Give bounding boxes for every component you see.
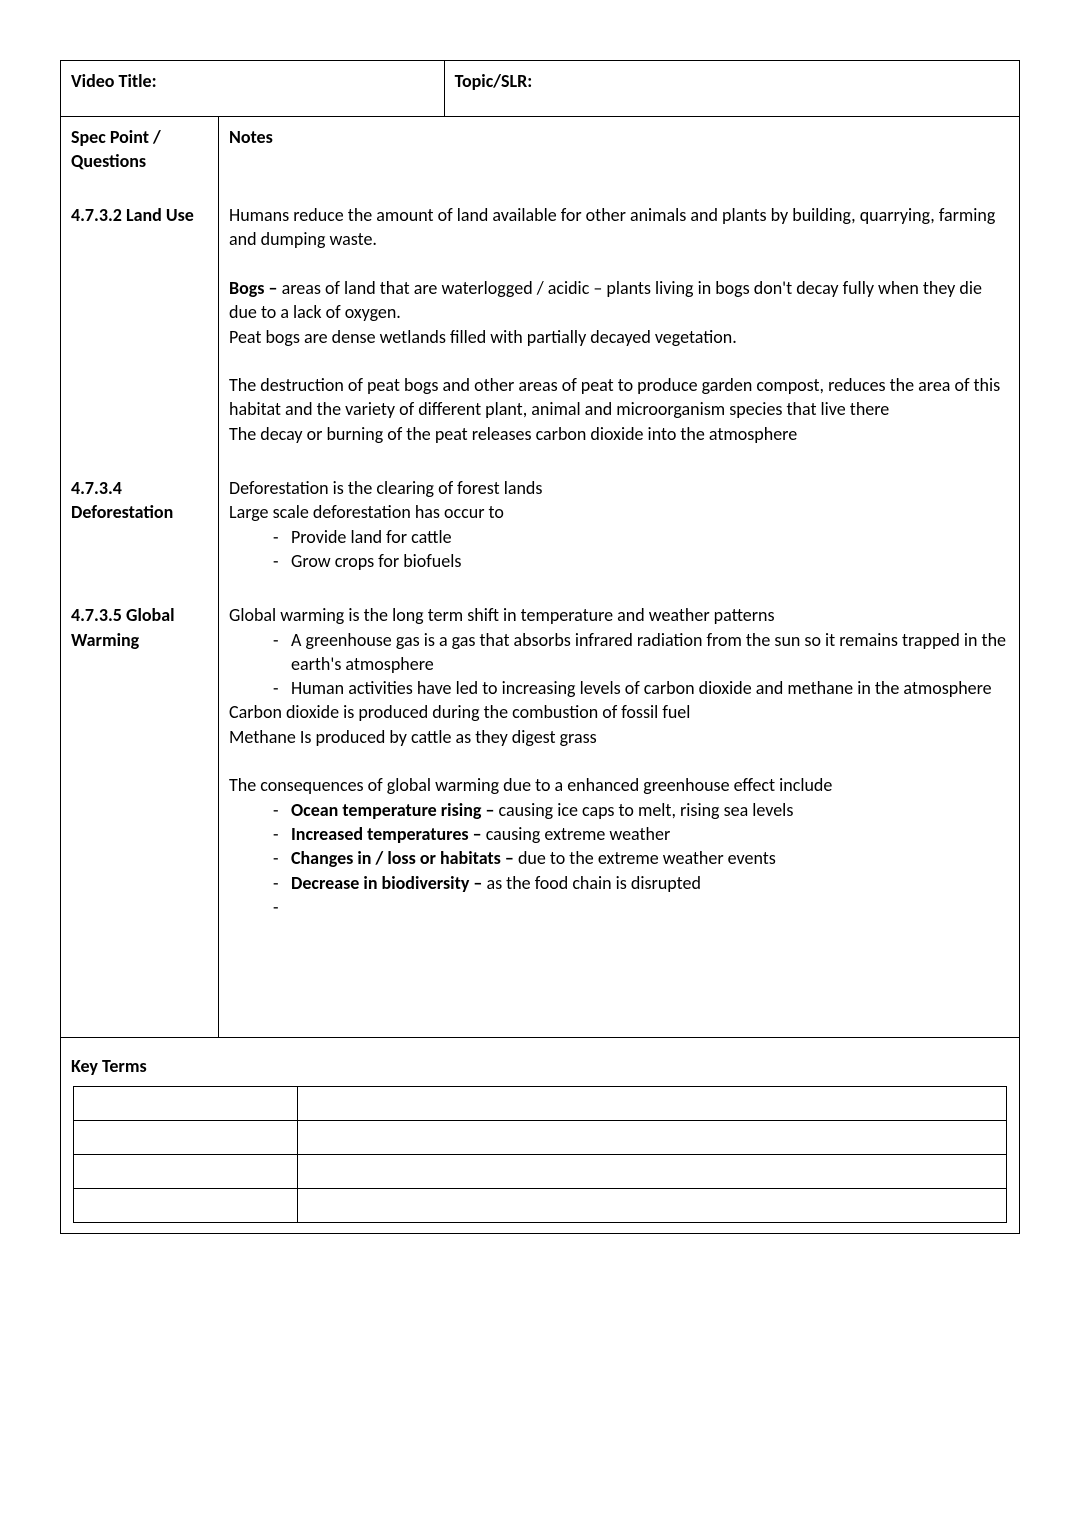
deforestation-row: 4.7.3.4 Deforestation Deforestation is t… xyxy=(61,454,1020,581)
gw-p1: Global warming is the long term shift in… xyxy=(229,603,1009,627)
list-item: A greenhouse gas is a gas that absorbs i… xyxy=(273,628,1009,677)
table-row xyxy=(74,1189,1007,1223)
list-item: Human activities have led to increasing … xyxy=(273,676,1009,700)
key-terms-row: Key Terms xyxy=(61,1037,1020,1234)
list-item: Decrease in biodiversity – as the food c… xyxy=(273,871,1009,895)
key-terms-label: Key Terms xyxy=(71,1046,1009,1086)
kt-term xyxy=(74,1155,298,1189)
notes-header: Notes xyxy=(219,116,1020,181)
notes-table: Spec Point / Questions Notes 4.7.3.2 Lan… xyxy=(60,116,1020,1235)
land-use-p4: The decay or burning of the peat release… xyxy=(229,422,1009,446)
land-use-notes: Humans reduce the amount of land availab… xyxy=(219,181,1020,454)
table-row xyxy=(74,1121,1007,1155)
list-item: Grow crops for biofuels xyxy=(273,549,1009,573)
deforestation-p2: Large scale deforestation has occur to xyxy=(229,500,1009,524)
gw-p4: The consequences of global warming due t… xyxy=(229,773,1009,797)
kt-def xyxy=(297,1121,1006,1155)
deforestation-spec: 4.7.3.4 Deforestation xyxy=(61,454,219,581)
land-use-row: 4.7.3.2 Land Use Humans reduce the amoun… xyxy=(61,181,1020,454)
gw-p3: Methane Is produced by cattle as they di… xyxy=(229,725,1009,749)
column-header-row: Spec Point / Questions Notes xyxy=(61,116,1020,181)
kt-term xyxy=(74,1189,298,1223)
video-title-label: Video Title: xyxy=(71,70,157,92)
kt-def xyxy=(297,1087,1006,1121)
global-warming-notes: Global warming is the long term shift in… xyxy=(219,581,1020,1037)
list-item: Increased temperatures – causing extreme… xyxy=(273,822,1009,846)
key-terms-table xyxy=(73,1086,1007,1223)
deforestation-notes: Deforestation is the clearing of forest … xyxy=(219,454,1020,581)
list-item: Ocean temperature rising – causing ice c… xyxy=(273,798,1009,822)
kt-term xyxy=(74,1087,298,1121)
spec-header: Spec Point / Questions xyxy=(61,116,219,181)
list-item xyxy=(273,895,1009,919)
worksheet-table: Video Title: Topic/SLR: xyxy=(60,60,1020,117)
gw-bullets1: A greenhouse gas is a gas that absorbs i… xyxy=(229,628,1009,701)
deforestation-bullets: Provide land for cattle Grow crops for b… xyxy=(229,525,1009,574)
key-terms-cell: Key Terms xyxy=(61,1037,1020,1234)
land-use-p2: Peat bogs are dense wetlands filled with… xyxy=(229,325,1009,349)
land-use-spec: 4.7.3.2 Land Use xyxy=(61,181,219,454)
global-warming-spec: 4.7.3.5 Global Warming xyxy=(61,581,219,1037)
table-row xyxy=(74,1155,1007,1189)
kt-def xyxy=(297,1189,1006,1223)
land-use-p3: The destruction of peat bogs and other a… xyxy=(229,373,1009,422)
gw-p2: Carbon dioxide is produced during the co… xyxy=(229,700,1009,724)
list-item: Changes in / loss or habitats – due to t… xyxy=(273,846,1009,870)
kt-def xyxy=(297,1155,1006,1189)
kt-term xyxy=(74,1121,298,1155)
topic-label: Topic/SLR: xyxy=(455,70,533,92)
table-row xyxy=(74,1087,1007,1121)
global-warming-row: 4.7.3.5 Global Warming Global warming is… xyxy=(61,581,1020,1037)
gw-consequences: Ocean temperature rising – causing ice c… xyxy=(229,798,1009,919)
deforestation-p1: Deforestation is the clearing of forest … xyxy=(229,476,1009,500)
topic-cell: Topic/SLR: xyxy=(444,61,1019,117)
land-use-bogs: Bogs – areas of land that are waterlogge… xyxy=(229,276,1009,325)
land-use-p1: Humans reduce the amount of land availab… xyxy=(229,203,1009,252)
video-title-cell: Video Title: xyxy=(61,61,445,117)
list-item: Provide land for cattle xyxy=(273,525,1009,549)
header-row: Video Title: Topic/SLR: xyxy=(61,61,1020,117)
